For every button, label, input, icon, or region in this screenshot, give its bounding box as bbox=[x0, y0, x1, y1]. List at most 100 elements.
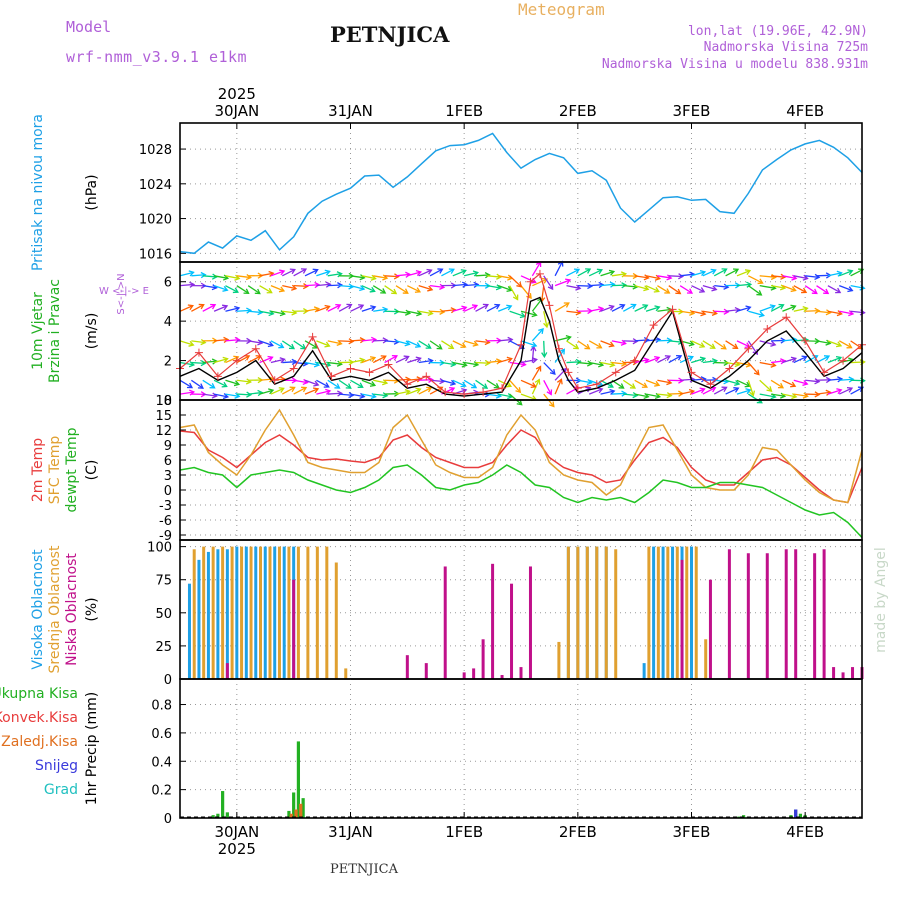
wind-arrow bbox=[191, 361, 206, 365]
wind-arrow bbox=[395, 355, 409, 364]
altitude-label: Nadmorska Visina 725m bbox=[703, 40, 868, 55]
wind-arrow bbox=[282, 310, 297, 314]
legend-item: Snijeg bbox=[35, 758, 78, 774]
gust-marker bbox=[441, 388, 450, 397]
wind-arrow bbox=[645, 393, 660, 398]
wind-arrow-head bbox=[382, 392, 389, 399]
wind-arrow-head bbox=[266, 287, 273, 294]
bar-niska-oblacnost bbox=[680, 559, 684, 679]
wind-arrow-head bbox=[426, 268, 433, 275]
wind-arrow bbox=[429, 268, 443, 277]
ytick-label: 3 bbox=[164, 469, 172, 484]
wind-arrow-head bbox=[358, 304, 365, 310]
wind-arrow bbox=[282, 285, 297, 290]
wind-arrow-head bbox=[766, 386, 773, 393]
wind-arrow-head bbox=[336, 360, 343, 367]
wind-arrow bbox=[782, 379, 796, 387]
top-year-label: 2025 bbox=[218, 85, 256, 103]
wind-arrow bbox=[316, 340, 330, 347]
wind-arrow-head bbox=[439, 283, 446, 290]
bar-niska-oblacnost bbox=[462, 672, 466, 679]
wind-arrow bbox=[541, 285, 545, 302]
wind-arrow-head bbox=[426, 386, 433, 393]
bar-niska-oblacnost bbox=[472, 668, 476, 679]
wind-arrow-head bbox=[733, 387, 740, 393]
wind-arrow-head bbox=[543, 322, 550, 329]
lonlat-label: lon,lat (19.96E, 42.9N) bbox=[687, 24, 868, 39]
wind-arrow bbox=[486, 379, 500, 389]
wind-arrow-head bbox=[359, 392, 366, 400]
wind-arrow bbox=[384, 340, 399, 343]
wind-arrow bbox=[645, 379, 660, 386]
wind-arrow-head bbox=[790, 356, 798, 363]
wind-arrow bbox=[350, 379, 363, 388]
wind-arrow-head bbox=[699, 356, 707, 363]
wind-arrow bbox=[600, 390, 615, 395]
wind-arrow bbox=[623, 393, 638, 397]
wind-arrow-head bbox=[460, 269, 467, 275]
wind-arrow bbox=[213, 305, 228, 312]
wind-arrow-head bbox=[267, 341, 274, 348]
wind-arrow-head bbox=[835, 341, 843, 348]
wind-arrow-head bbox=[516, 399, 523, 406]
wind-arrow bbox=[452, 283, 467, 287]
panel-wind: 0 2 4 6 10m Vjetar Brzina i Pravac (m/s) bbox=[30, 260, 866, 409]
wind-arrow-head bbox=[530, 382, 537, 389]
wind-arrow bbox=[702, 269, 716, 277]
wind-arrow bbox=[270, 358, 285, 364]
wind-arrow-head bbox=[234, 305, 241, 312]
model-altitude-label: Nadmorska Visina u modelu 838.931m bbox=[601, 57, 868, 72]
bar-niska-oblacnost bbox=[481, 639, 485, 679]
bar-visoka-oblacnost bbox=[642, 663, 646, 679]
ytick-label: 6 bbox=[164, 454, 172, 469]
bar-srednja-oblacnost bbox=[557, 641, 561, 679]
wind-arrow-head bbox=[348, 391, 355, 399]
wind-arrow-head bbox=[359, 337, 366, 344]
bar-ukupna-kisa bbox=[211, 815, 215, 818]
bar-niska-oblacnost bbox=[225, 663, 229, 679]
wind-arrow bbox=[327, 392, 342, 395]
wind-arrow bbox=[554, 349, 565, 363]
bar-srednja-oblacnost bbox=[704, 639, 708, 679]
wind-arrow-head bbox=[391, 288, 398, 295]
wind-arrow-head bbox=[403, 355, 410, 362]
wind-arrow-head bbox=[823, 288, 830, 295]
gust-marker bbox=[289, 364, 298, 373]
wind-arrow bbox=[236, 379, 251, 383]
wind-arrow bbox=[531, 261, 542, 277]
wind-arrow-head bbox=[547, 284, 554, 291]
wind-arrow-head bbox=[721, 268, 728, 274]
wind-arrow-head bbox=[278, 387, 285, 393]
wind-arrow bbox=[464, 283, 479, 287]
wind-arrow bbox=[657, 275, 672, 279]
wind-arrow-head bbox=[621, 282, 628, 289]
wind-arrow-head bbox=[700, 310, 707, 317]
wind-arrow-head bbox=[835, 287, 842, 294]
wind-arrow bbox=[816, 355, 830, 364]
wind-arrow bbox=[622, 379, 636, 389]
wind-arrow bbox=[270, 340, 284, 348]
wind-arrow-head bbox=[699, 342, 706, 348]
wind-arrow-head bbox=[188, 340, 195, 347]
wind-arrow bbox=[805, 379, 820, 383]
wind-arrow bbox=[827, 378, 842, 381]
wind-arrow-head bbox=[312, 387, 320, 394]
gust-marker bbox=[270, 376, 279, 385]
ytick-label: 15 bbox=[155, 409, 172, 424]
gust-marker bbox=[308, 332, 317, 341]
bar-ukupna-kisa bbox=[225, 812, 229, 818]
wind-arrow-head bbox=[278, 286, 286, 293]
wind-arrow bbox=[372, 355, 387, 364]
wind-arrow bbox=[747, 285, 762, 296]
gust-marker bbox=[365, 368, 374, 377]
wind-arrow bbox=[554, 336, 571, 342]
wind-arrow bbox=[747, 380, 754, 396]
wind-arrow-head bbox=[563, 302, 570, 308]
wind-arrow-head bbox=[461, 281, 468, 288]
ytick-label: 1020 bbox=[139, 213, 172, 228]
wind-arrow-head bbox=[825, 309, 832, 316]
wind-arrow bbox=[554, 302, 570, 312]
wind-arrow-head bbox=[534, 378, 541, 385]
panel-precipitation: 0 0.2 0.4 0.6 0.8 bbox=[151, 678, 863, 827]
